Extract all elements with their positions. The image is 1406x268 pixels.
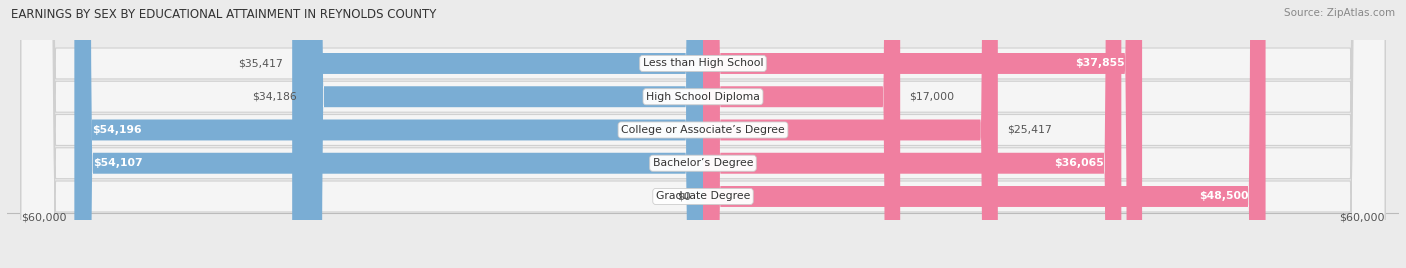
FancyBboxPatch shape xyxy=(21,0,1385,268)
Text: $34,186: $34,186 xyxy=(253,92,297,102)
Text: Graduate Degree: Graduate Degree xyxy=(655,191,751,202)
Text: Less than High School: Less than High School xyxy=(643,58,763,69)
Text: $60,000: $60,000 xyxy=(1340,212,1385,222)
Text: $60,000: $60,000 xyxy=(21,212,66,222)
Text: $35,417: $35,417 xyxy=(238,58,283,69)
Text: $25,417: $25,417 xyxy=(1007,125,1052,135)
Text: Source: ZipAtlas.com: Source: ZipAtlas.com xyxy=(1284,8,1395,18)
Text: $54,107: $54,107 xyxy=(93,158,142,168)
Text: EARNINGS BY SEX BY EDUCATIONAL ATTAINMENT IN REYNOLDS COUNTY: EARNINGS BY SEX BY EDUCATIONAL ATTAINMEN… xyxy=(11,8,437,21)
Text: $37,855: $37,855 xyxy=(1076,58,1125,69)
FancyBboxPatch shape xyxy=(703,0,1142,268)
Text: $17,000: $17,000 xyxy=(910,92,955,102)
FancyBboxPatch shape xyxy=(292,0,703,268)
FancyBboxPatch shape xyxy=(21,0,1385,268)
FancyBboxPatch shape xyxy=(703,0,1122,268)
FancyBboxPatch shape xyxy=(307,0,703,268)
FancyBboxPatch shape xyxy=(703,0,1265,268)
Text: College or Associate’s Degree: College or Associate’s Degree xyxy=(621,125,785,135)
FancyBboxPatch shape xyxy=(703,0,900,268)
FancyBboxPatch shape xyxy=(21,0,1385,268)
Text: High School Diploma: High School Diploma xyxy=(647,92,759,102)
Text: $0: $0 xyxy=(678,191,692,202)
Text: $54,196: $54,196 xyxy=(91,125,142,135)
Text: $48,500: $48,500 xyxy=(1199,191,1249,202)
Text: $36,065: $36,065 xyxy=(1054,158,1104,168)
FancyBboxPatch shape xyxy=(76,0,703,268)
FancyBboxPatch shape xyxy=(21,0,1385,268)
FancyBboxPatch shape xyxy=(21,0,1385,268)
FancyBboxPatch shape xyxy=(75,0,703,268)
FancyBboxPatch shape xyxy=(703,0,998,268)
Text: Bachelor’s Degree: Bachelor’s Degree xyxy=(652,158,754,168)
